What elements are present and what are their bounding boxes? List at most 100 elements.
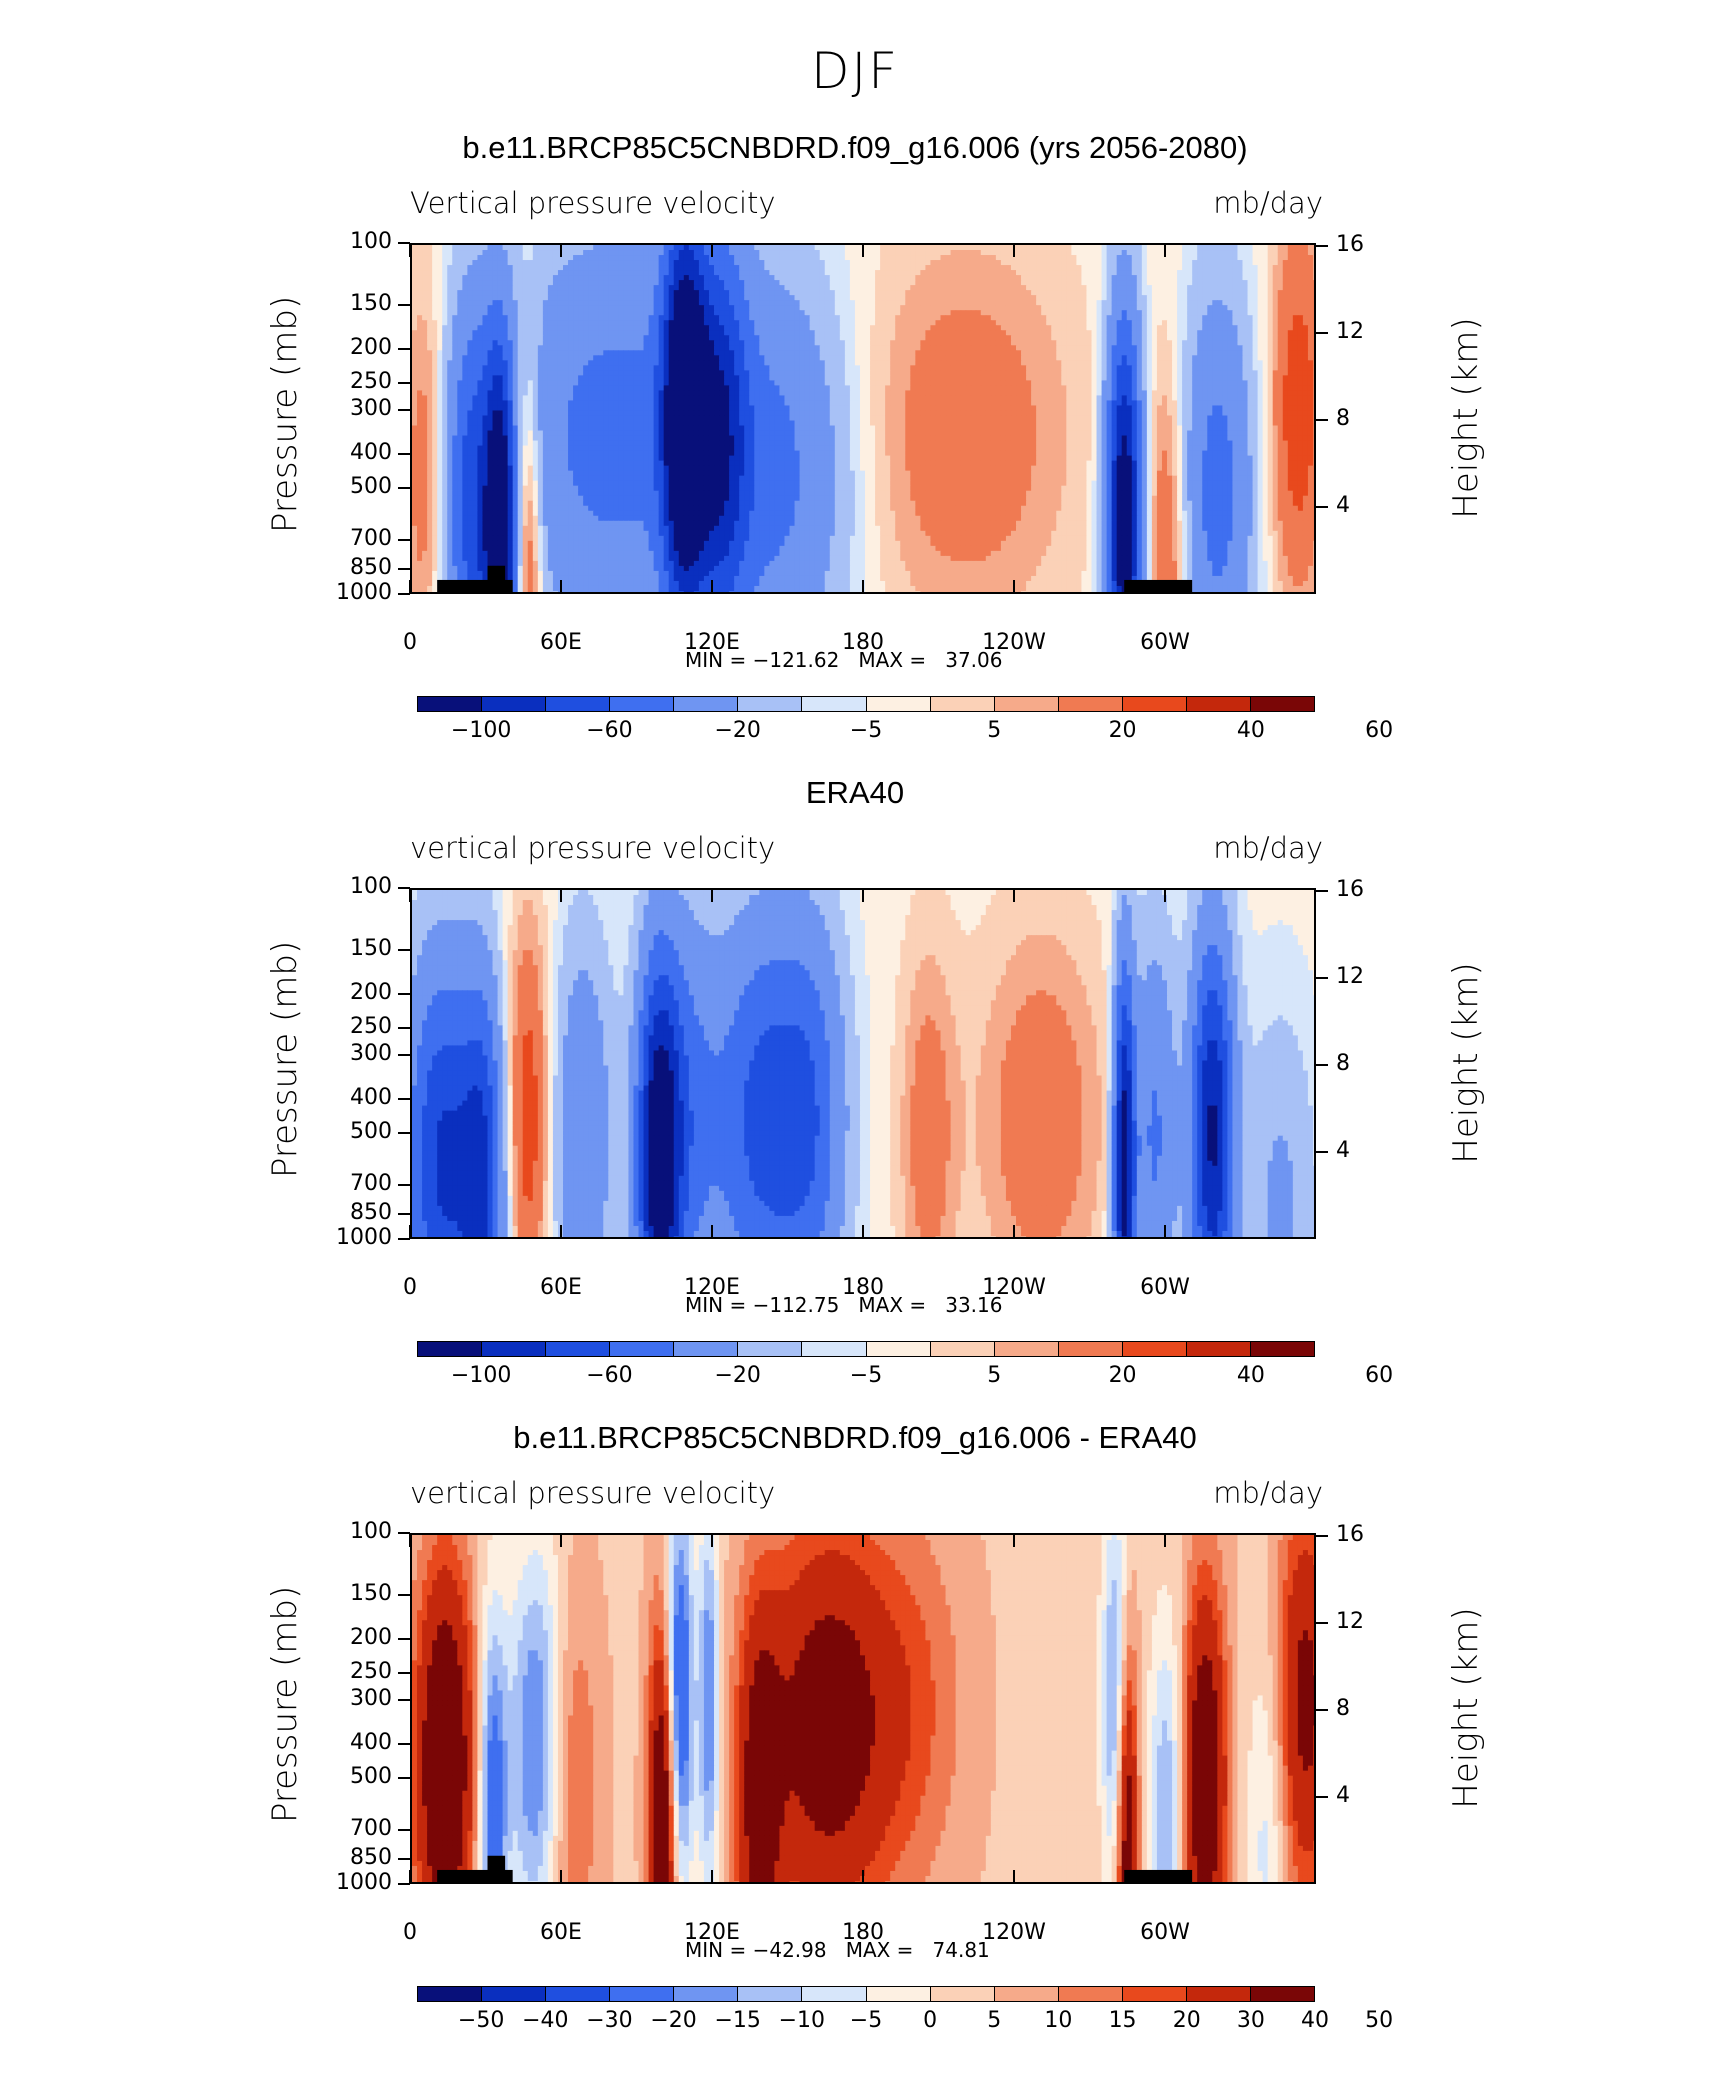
x-tick [1013, 1870, 1015, 1884]
height-tick [1316, 1795, 1328, 1798]
colorbar-label: 30 [1237, 2008, 1265, 2033]
contour-svg [412, 1535, 1314, 1882]
x-tick [862, 1533, 864, 1547]
pressure-tick-label: 1000 [302, 580, 392, 605]
y-tick [398, 593, 410, 595]
min-label: MIN = −112.75 [685, 1293, 839, 1317]
x-tick-label: 0 [403, 630, 417, 655]
colorbar-label: −60 [586, 1363, 632, 1388]
colorbar-swatch [930, 1342, 995, 1356]
pressure-tick-label: 100 [302, 229, 392, 254]
y-tick [398, 992, 410, 995]
colorbar [417, 1341, 1315, 1357]
colorbar-swatch [1122, 1342, 1187, 1356]
colorbar-swatch [482, 1987, 547, 2001]
colorbar-swatch [546, 697, 611, 711]
colorbar-label: −15 [714, 2008, 760, 2033]
colorbar-label: 60 [1365, 718, 1393, 743]
y-tick [398, 1858, 410, 1861]
x-tick [1013, 1225, 1015, 1239]
y-tick [398, 1183, 410, 1186]
pressure-tick-label: 100 [302, 1519, 392, 1544]
height-tick [1316, 1063, 1328, 1066]
colorbar-swatch [802, 1342, 867, 1356]
colorbar-label: −100 [451, 718, 511, 743]
x-tick [1164, 243, 1166, 257]
colorbar-label: 20 [1109, 1363, 1137, 1388]
x-tick [409, 243, 411, 257]
colorbar-swatch [482, 697, 547, 711]
x-tick-label: 180 [842, 1275, 884, 1300]
colorbar-swatch [610, 697, 675, 711]
height-axis-title: Height (km) [1446, 1598, 1486, 1818]
colorbar-swatch [738, 1987, 803, 2001]
x-tick [409, 580, 411, 594]
x-tick [1164, 888, 1166, 902]
pressure-tick-label: 1000 [302, 1870, 392, 1895]
colorbar-label: −5 [850, 2008, 882, 2033]
pressure-tick-label: 150 [302, 1581, 392, 1606]
colorbar-label: 20 [1109, 718, 1137, 743]
x-tick [1013, 243, 1015, 257]
colorbar-swatch [994, 697, 1059, 711]
y-tick [398, 453, 410, 456]
colorbar-label: −5 [850, 1363, 882, 1388]
height-tick-label: 16 [1336, 1522, 1364, 1547]
contour-svg [412, 245, 1314, 592]
x-tick-label: 0 [403, 1275, 417, 1300]
colorbar-label: −20 [714, 1363, 760, 1388]
colorbar [417, 696, 1315, 712]
colorbar-label: 40 [1237, 718, 1265, 743]
x-tick-label: 120E [684, 630, 740, 655]
x-tick [711, 580, 713, 594]
x-tick [711, 1870, 713, 1884]
chart-panel: b.e11.BRCP85C5CNBDRD.f09_g16.006 (yrs 20… [0, 130, 1710, 770]
min-max-label: MIN = −112.75 MAX = 33.16 [685, 1293, 1003, 1317]
pressure-tick-label: 300 [302, 1686, 392, 1711]
y-tick [398, 242, 410, 244]
x-tick-label: 180 [842, 630, 884, 655]
topography-mask [487, 1855, 506, 1882]
colorbar [417, 1986, 1315, 2002]
height-tick-label: 16 [1336, 877, 1364, 902]
colorbar-label: −60 [586, 718, 632, 743]
pressure-tick-label: 400 [302, 1085, 392, 1110]
x-tick-label: 120E [684, 1920, 740, 1945]
colorbar-swatch [930, 697, 995, 711]
colorbar-swatch [994, 1342, 1059, 1356]
y-tick [398, 1213, 410, 1216]
y-tick [398, 568, 410, 571]
height-tick-label: 4 [1336, 1138, 1350, 1163]
x-tick-label: 60W [1140, 1920, 1190, 1945]
colorbar-swatch [802, 697, 867, 711]
x-tick [560, 580, 562, 594]
x-tick [1013, 580, 1015, 594]
colorbar-label: 0 [923, 2008, 937, 2033]
x-tick-label: 60E [540, 1275, 582, 1300]
contour-plot [410, 1533, 1316, 1884]
height-tick [1316, 418, 1328, 421]
min-max-label: MIN = −42.98 MAX = 74.81 [685, 1938, 990, 1962]
colorbar-label: −10 [779, 2008, 825, 2033]
colorbar-swatch [1251, 1342, 1315, 1356]
variable-name: Vertical pressure velocity [410, 186, 776, 220]
pressure-tick-label: 850 [302, 555, 392, 580]
page-title: DJF [0, 42, 1710, 100]
y-tick [398, 538, 410, 541]
pressure-tick-label: 200 [302, 335, 392, 360]
pressure-tick-label: 1000 [302, 1225, 392, 1250]
height-tick-label: 12 [1336, 319, 1364, 344]
height-tick [1316, 505, 1328, 508]
height-tick-label: 12 [1336, 964, 1364, 989]
x-tick [1164, 1870, 1166, 1884]
x-tick [862, 1870, 864, 1884]
x-tick [560, 888, 562, 902]
pressure-tick-label: 250 [302, 369, 392, 394]
y-tick [398, 1026, 410, 1029]
units-label: mb/day [1213, 186, 1323, 220]
x-tick-label: 60W [1140, 1275, 1190, 1300]
y-tick [398, 1671, 410, 1674]
y-tick [398, 887, 410, 889]
colorbar-label: 10 [1044, 2008, 1072, 2033]
topography-mask [1124, 579, 1193, 592]
